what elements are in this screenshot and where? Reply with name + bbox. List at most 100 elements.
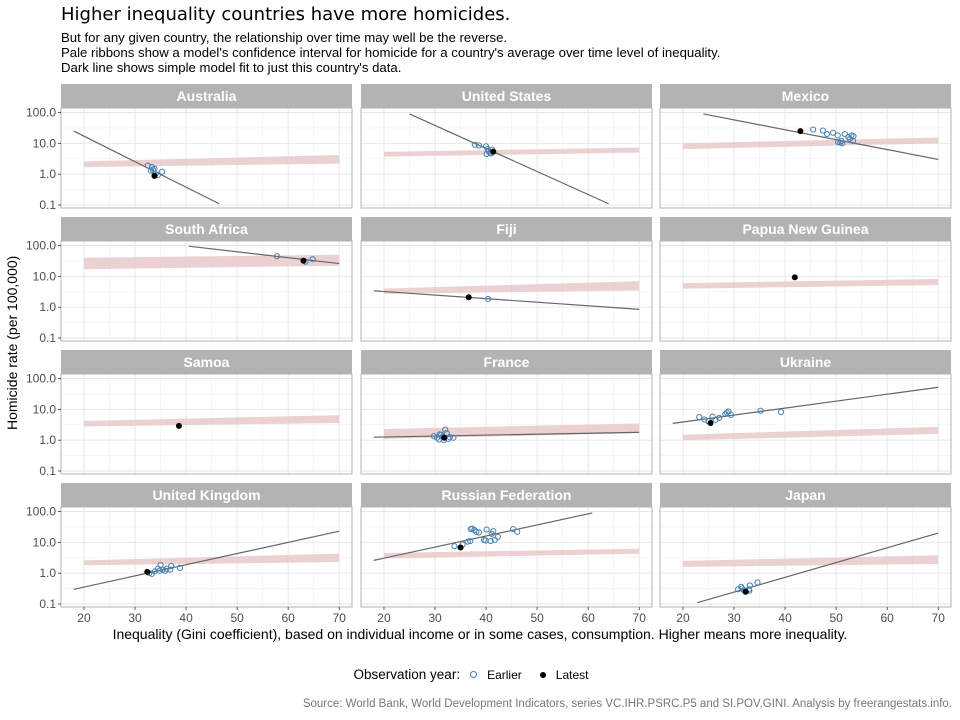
earlier-point [709,413,716,420]
x-tick-label: 20 [377,611,391,625]
facet-title: South Africa [165,221,248,237]
y-tick-label: 0.1 [39,331,56,345]
facet-strip [61,483,352,507]
earlier-point [777,408,785,416]
latest-point [465,294,472,301]
facet-strip [660,350,951,374]
country-fit-line [373,290,640,310]
latest-point [144,568,151,575]
facet-title: Australia [177,88,237,104]
subtitle-line: Pale ribbons show a model's confidence i… [61,45,721,60]
latest-point [151,172,158,179]
earlier-point [510,525,517,533]
latest-point [791,274,798,281]
x-tick-label: 50 [829,611,843,625]
x-tick-label: 30 [727,611,741,625]
x-tick-label: 40 [479,611,493,625]
source-caption: Source: World Bank, World Development In… [302,698,952,710]
facet-strip [660,483,951,507]
latest-point [797,128,804,135]
confidence-ribbon [383,548,640,559]
confidence-ribbon [383,147,640,157]
facet-title: France [484,354,530,370]
x-tick-label: 70 [633,611,647,625]
earlier-point [158,168,166,175]
latest-point [457,544,464,551]
panel-border [360,373,653,475]
earlier-point [473,528,480,535]
earlier-point [696,414,703,421]
earlier-point [467,537,474,545]
confidence-ribbon [83,415,340,427]
facet-title: Papua New Guinea [742,221,868,237]
earlier-point [839,140,846,147]
earlier-marker-icon [470,671,478,678]
country-fit-line [409,113,609,205]
earlier-point [722,411,729,418]
legend-item-earlier: Earlier [470,668,522,682]
earlier-point [829,129,837,136]
x-tick-label: 20 [77,611,91,625]
earlier-point [834,132,841,139]
country-fit-line [73,530,340,590]
earlier-point [167,566,174,573]
earlier-point [450,434,457,441]
earlier-point [475,529,483,536]
facet-panel: Ukraine [659,350,952,475]
earlier-point [442,426,449,433]
panel-background [361,374,652,474]
earlier-point [819,127,826,134]
confidence-ribbon [682,426,939,441]
panel-border [60,107,353,209]
facet-title: United States [462,88,552,104]
facet-panel: Japan 20 30 40 50 60 70 [659,483,952,625]
earlier-point [841,130,848,138]
facet-strip [660,84,951,108]
facet-panel: United States [360,84,653,209]
latest-point [742,588,749,595]
subtitle-line: But for any given country, the relations… [61,30,508,45]
earlier-point [273,253,281,260]
facet-title: United Kingdom [152,487,260,503]
facet-strip [361,483,652,507]
y-tick-label: 0.1 [39,198,56,212]
y-tick-label: 1.0 [39,167,56,181]
earlier-point [494,533,501,541]
facet-strip [61,84,352,108]
legend-item-latest: Latest [539,668,588,682]
facet-strip [61,217,352,241]
earlier-point [483,150,490,158]
panel-border [360,506,653,608]
latest-point [300,257,307,264]
earlier-point [716,414,723,421]
x-tick-label: 60 [881,611,895,625]
panel-background [660,374,951,474]
panel-border [360,107,653,209]
facet-strip [361,217,652,241]
latest-point [707,420,714,427]
earlier-point [471,141,478,148]
earlier-point [156,567,163,574]
earlier-point [163,565,170,572]
y-tick-label: 100.0 [26,106,56,120]
panel-border [360,240,653,342]
y-tick-label: 0.1 [39,464,56,478]
earlier-point [849,137,857,144]
facet-strip [361,84,652,108]
y-tick-label: 0.1 [39,597,56,611]
country-fit-line [703,113,939,161]
earlier-point [309,256,316,263]
earlier-point [754,579,761,586]
x-axis-label: Inequality (Gini coefficient), based on … [112,626,848,642]
facet-title: Samoa [184,354,230,370]
x-tick-label: 70 [932,611,946,625]
y-tick-label: 10.0 [33,136,57,150]
y-tick-label: 10.0 [33,402,57,416]
facet-title: Mexico [782,88,829,104]
earlier-point [436,431,443,438]
panel-border [659,107,952,209]
facet-panel: Mexico [659,84,952,209]
earlier-point [514,528,521,535]
panel-border [659,506,952,608]
